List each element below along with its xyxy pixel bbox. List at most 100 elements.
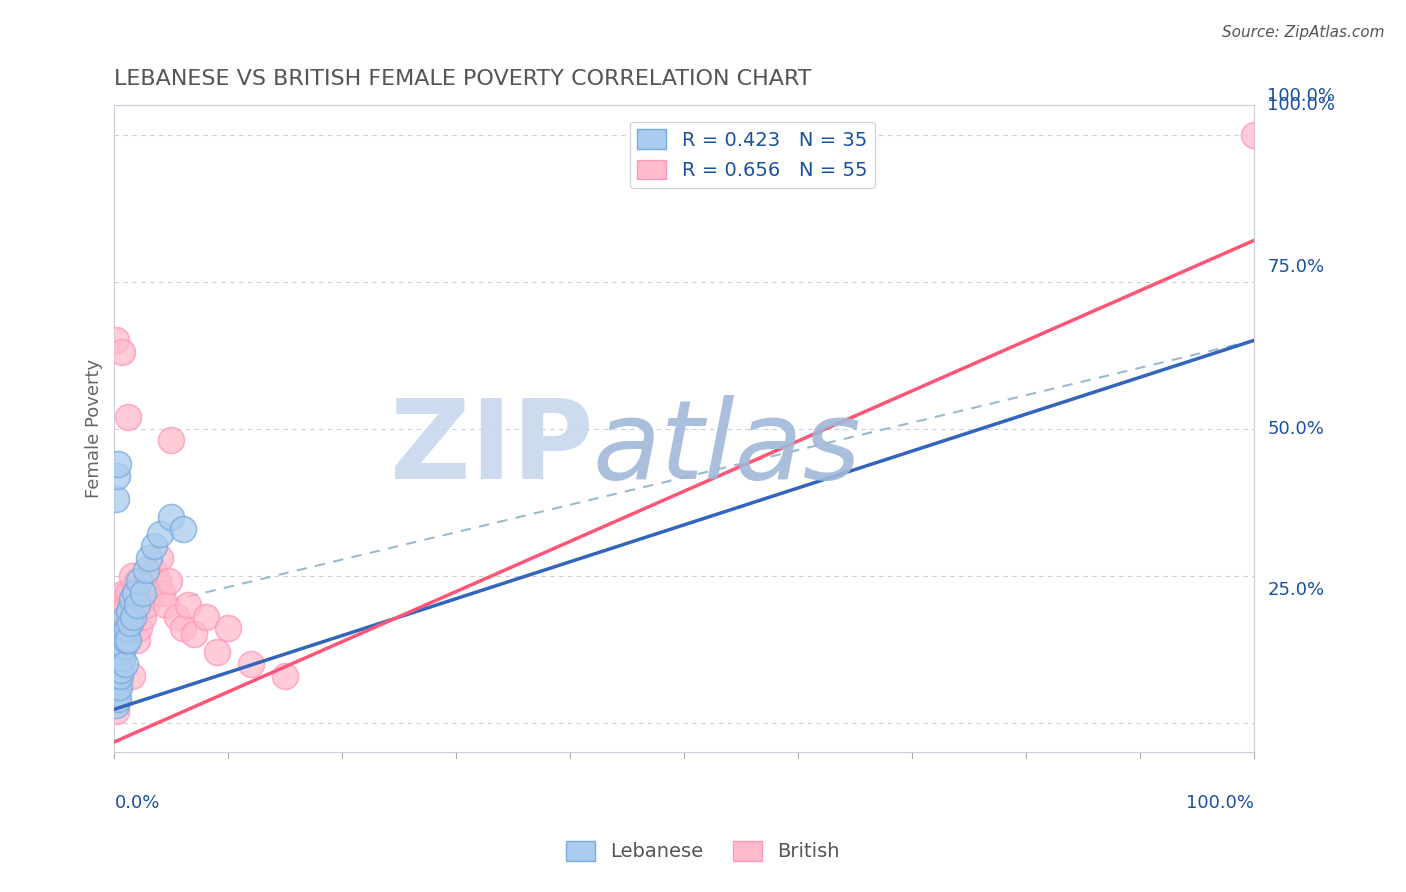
- Point: [121, 592, 143, 607]
- Point: [118, 604, 141, 618]
- Point: [128, 574, 150, 589]
- Point: [111, 651, 134, 665]
- Point: [155, 598, 177, 612]
- Text: 100.0%: 100.0%: [1185, 794, 1254, 812]
- Legend: Lebanese, British: Lebanese, British: [558, 833, 848, 869]
- Point: [240, 657, 263, 671]
- Point: [132, 586, 155, 600]
- Point: [138, 574, 160, 589]
- Point: [115, 622, 138, 636]
- Point: [127, 633, 149, 648]
- Point: [205, 645, 228, 659]
- Point: [217, 622, 239, 636]
- Point: [117, 633, 139, 648]
- Point: [128, 598, 150, 612]
- Point: [124, 609, 146, 624]
- Point: [146, 574, 169, 589]
- Point: [112, 586, 135, 600]
- Y-axis label: Female Poverty: Female Poverty: [86, 359, 103, 499]
- Legend: R = 0.423   N = 35, R = 0.656   N = 55: R = 0.423 N = 35, R = 0.656 N = 55: [630, 121, 876, 188]
- Point: [108, 615, 131, 630]
- Point: [110, 645, 132, 659]
- Point: [1243, 128, 1265, 142]
- Point: [108, 668, 131, 682]
- Point: [104, 334, 127, 348]
- Point: [107, 692, 129, 706]
- Text: 75.0%: 75.0%: [1267, 258, 1324, 276]
- Point: [105, 686, 128, 700]
- Point: [111, 345, 134, 359]
- Point: [132, 586, 155, 600]
- Point: [160, 509, 183, 524]
- Point: [107, 668, 129, 682]
- Point: [135, 563, 157, 577]
- Point: [107, 639, 129, 653]
- Point: [149, 551, 172, 566]
- Point: [108, 657, 131, 671]
- Point: [104, 704, 127, 718]
- Point: [117, 409, 139, 424]
- Point: [127, 574, 149, 589]
- Text: LEBANESE VS BRITISH FEMALE POVERTY CORRELATION CHART: LEBANESE VS BRITISH FEMALE POVERTY CORRE…: [114, 69, 811, 88]
- Point: [183, 627, 205, 641]
- Point: [117, 586, 139, 600]
- Point: [157, 574, 180, 589]
- Point: [120, 615, 142, 630]
- Point: [150, 586, 173, 600]
- Point: [104, 698, 127, 712]
- Point: [105, 692, 128, 706]
- Point: [111, 627, 134, 641]
- Point: [135, 598, 157, 612]
- Point: [114, 633, 136, 648]
- Text: 0.0%: 0.0%: [114, 794, 160, 812]
- Point: [114, 598, 136, 612]
- Point: [108, 645, 131, 659]
- Point: [105, 657, 128, 671]
- Point: [139, 586, 162, 600]
- Point: [143, 539, 166, 553]
- Point: [105, 674, 128, 689]
- Text: 25.0%: 25.0%: [1267, 582, 1324, 599]
- Point: [108, 627, 131, 641]
- Text: ZIP: ZIP: [389, 394, 593, 501]
- Point: [105, 674, 128, 689]
- Text: 100.0%: 100.0%: [1267, 96, 1336, 114]
- Point: [160, 434, 183, 448]
- Point: [118, 604, 141, 618]
- Point: [112, 639, 135, 653]
- Point: [149, 527, 172, 541]
- Point: [121, 609, 143, 624]
- Point: [105, 468, 128, 483]
- Point: [108, 680, 131, 694]
- Point: [114, 609, 136, 624]
- Point: [107, 680, 129, 694]
- Point: [114, 627, 136, 641]
- Point: [194, 609, 217, 624]
- Point: [132, 609, 155, 624]
- Point: [108, 657, 131, 671]
- Text: atlas: atlas: [593, 394, 862, 501]
- Text: 100.0%: 100.0%: [1267, 87, 1336, 105]
- Point: [128, 622, 150, 636]
- Point: [111, 633, 134, 648]
- Point: [172, 522, 194, 536]
- Point: [172, 622, 194, 636]
- Point: [104, 492, 127, 507]
- Point: [121, 668, 143, 682]
- Point: [166, 609, 188, 624]
- Point: [114, 657, 136, 671]
- Point: [108, 668, 131, 682]
- Point: [122, 586, 145, 600]
- Point: [114, 609, 136, 624]
- Point: [110, 663, 132, 677]
- Text: 50.0%: 50.0%: [1267, 419, 1324, 438]
- Point: [110, 598, 132, 612]
- Point: [124, 586, 146, 600]
- Point: [127, 598, 149, 612]
- Point: [121, 568, 143, 582]
- Point: [138, 551, 160, 566]
- Point: [107, 457, 129, 471]
- Point: [177, 598, 200, 612]
- Point: [143, 563, 166, 577]
- Text: Source: ZipAtlas.com: Source: ZipAtlas.com: [1222, 25, 1385, 40]
